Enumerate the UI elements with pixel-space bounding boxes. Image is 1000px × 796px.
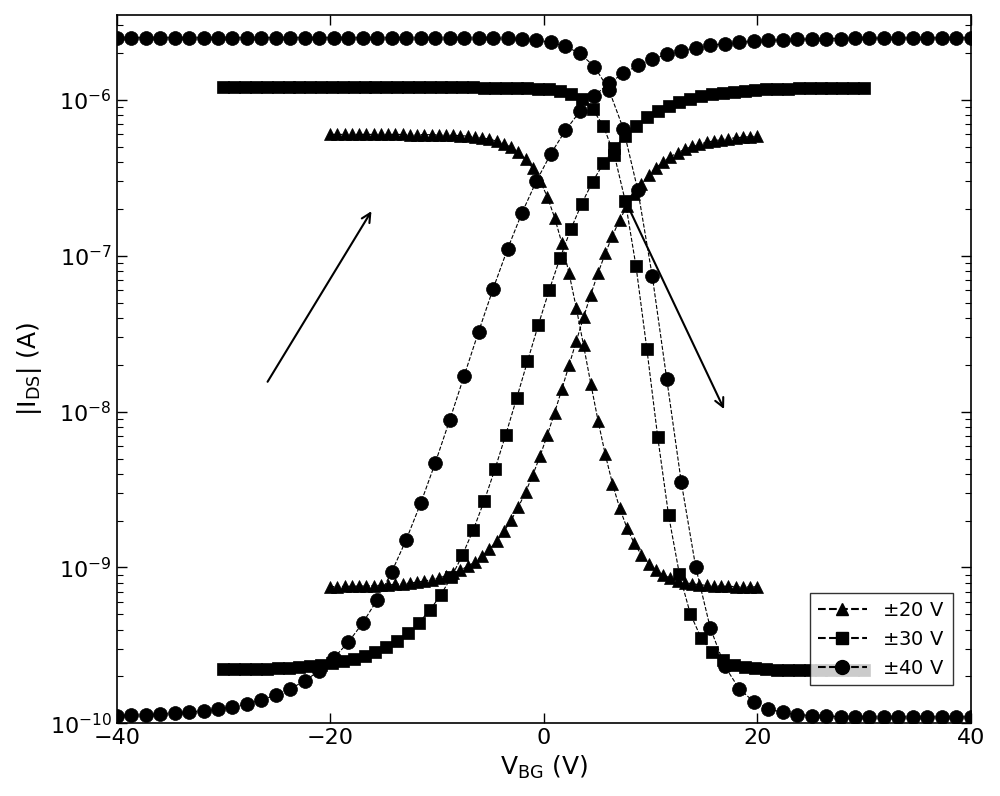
- ±20 V: [751, 131, 763, 141]
- ±40 V: [400, 535, 412, 544]
- ±40 V: [328, 654, 340, 663]
- Legend: $\pm$20 V, $\pm$30 V, $\pm$40 V: $\pm$20 V, $\pm$30 V, $\pm$40 V: [810, 593, 953, 685]
- ±40 V: [357, 618, 369, 628]
- ±40 V: [965, 33, 977, 43]
- ±30 V: [858, 83, 870, 92]
- ±20 V: [469, 557, 481, 567]
- Line: ±30 V: ±30 V: [217, 81, 870, 676]
- Y-axis label: $\mathrm{|I_{DS}|}$ (A): $\mathrm{|I_{DS}|}$ (A): [15, 322, 44, 416]
- ±30 V: [424, 606, 436, 615]
- Line: ±40 V: ±40 V: [110, 31, 978, 723]
- ±40 V: [646, 54, 658, 64]
- ±20 V: [592, 268, 604, 278]
- ±30 V: [217, 665, 229, 674]
- ±20 V: [462, 561, 474, 571]
- ±30 V: [435, 591, 447, 600]
- ±20 V: [324, 582, 336, 591]
- ±30 V: [619, 131, 631, 140]
- ±20 V: [433, 573, 445, 583]
- ±20 V: [397, 579, 409, 588]
- X-axis label: $\mathrm{V_{BG}}$ (V): $\mathrm{V_{BG}}$ (V): [500, 754, 588, 781]
- ±40 V: [111, 711, 123, 720]
- ±40 V: [255, 695, 267, 704]
- ±30 V: [380, 642, 392, 652]
- ±20 V: [447, 568, 459, 578]
- Line: ±20 V: ±20 V: [324, 130, 764, 593]
- ±30 V: [402, 628, 414, 638]
- ±40 V: [386, 568, 398, 577]
- ±30 V: [326, 658, 338, 668]
